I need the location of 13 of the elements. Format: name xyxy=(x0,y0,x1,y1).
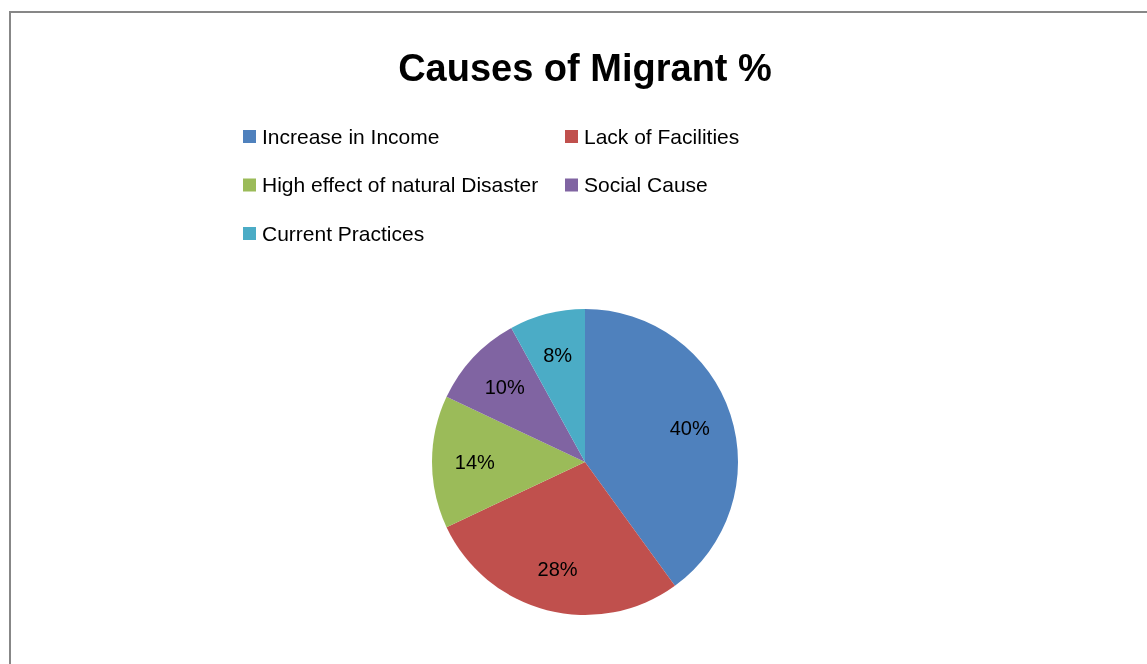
legend-label: Lack of Facilities xyxy=(584,124,740,148)
legend-label: Current Practices xyxy=(262,221,425,245)
data-label: 28% xyxy=(537,557,578,580)
data-label: 14% xyxy=(454,451,496,473)
pie-slice xyxy=(585,309,738,586)
pie-slice xyxy=(432,396,585,528)
chart-title: Causes of Migrant % xyxy=(398,47,772,89)
data-label: 40% xyxy=(669,416,710,439)
data-label: 8% xyxy=(543,344,573,367)
legend-label: High effect of natural Disaster xyxy=(262,173,539,196)
legend-label: Social Cause xyxy=(584,173,708,196)
legend-label: Increase in Income xyxy=(262,124,440,148)
data-label: 10% xyxy=(484,375,525,398)
